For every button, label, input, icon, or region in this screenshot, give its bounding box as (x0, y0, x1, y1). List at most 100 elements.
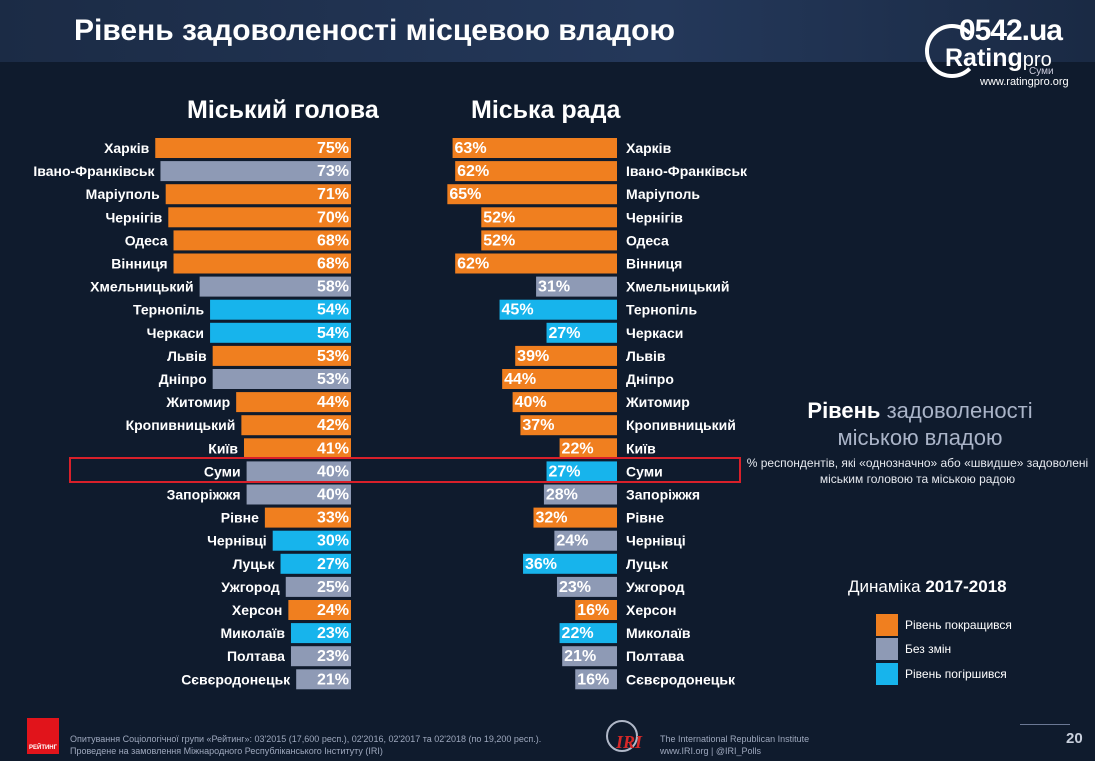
value-label-mayor: 44% (317, 394, 349, 411)
value-label-council: 62% (457, 163, 489, 180)
bar-council (515, 345, 617, 366)
bar-council (447, 184, 617, 205)
bar-mayor (241, 415, 351, 436)
logo-city: Суми (1029, 66, 1054, 77)
logo-number: 0542.ua (958, 14, 1063, 47)
legend-label-improved: Рівень покращився (905, 618, 1012, 632)
bar-council (455, 161, 617, 182)
city-label-right: Харків (626, 140, 672, 156)
bar-mayor (280, 553, 351, 574)
city-label-right: Маріуполь (626, 186, 700, 202)
panel-title-council: Міська рада (471, 96, 621, 124)
value-label-mayor: 54% (317, 302, 349, 319)
bar-mayor (288, 600, 351, 620)
bar-council (559, 623, 617, 644)
value-label-mayor: 25% (317, 579, 349, 596)
city-label-right: Вінниця (626, 256, 682, 272)
value-label-mayor: 24% (317, 602, 349, 619)
legend-title: Рівень задоволеності міською владою (807, 398, 1033, 450)
value-label-mayor: 23% (317, 625, 349, 642)
bar-council (536, 276, 617, 297)
value-label-mayor: 68% (317, 256, 349, 273)
legend-swatch-worsened (876, 663, 898, 685)
value-label-mayor: 42% (317, 417, 349, 434)
dynamics-title: Динаміка 2017-2018 (848, 577, 1007, 596)
value-label-council: 21% (564, 648, 596, 665)
value-label-council: 65% (449, 186, 481, 203)
city-label-right: Суми (626, 463, 663, 479)
city-label-right: Черкаси (626, 325, 683, 341)
value-label-council: 52% (483, 232, 515, 249)
value-label-council: 28% (546, 487, 578, 504)
bar-mayor (173, 230, 351, 251)
city-label-right: Житомир (625, 394, 690, 410)
bar-mayor (290, 646, 351, 667)
city-label-left: Запоріжжя (167, 487, 241, 503)
city-label-left: Львів (167, 348, 207, 364)
value-label-mayor: 68% (317, 232, 349, 249)
value-label-council: 16% (577, 671, 609, 688)
highlight-sumy-box (69, 457, 741, 483)
value-label-mayor: 73% (317, 163, 349, 180)
value-label-council: 16% (577, 602, 609, 619)
value-label-council: 37% (522, 417, 554, 434)
logo-brand: Ratingpro (945, 44, 1052, 72)
value-label-council: 52% (483, 209, 515, 226)
value-label-mayor: 30% (317, 533, 349, 550)
bar-council (554, 530, 617, 551)
bar-mayor (264, 507, 351, 528)
bar-mayor (160, 161, 351, 182)
value-label-council: 31% (538, 279, 570, 296)
value-label-council: 40% (515, 394, 547, 411)
city-label-right: Хмельницький (626, 279, 729, 295)
value-label-mayor: 40% (317, 487, 349, 504)
bar-mayor (285, 576, 351, 597)
city-label-right: Чернівці (626, 533, 686, 549)
bar-council (533, 507, 617, 528)
city-label-left: Херсон (232, 602, 282, 618)
legend-item-worsened: Рівень погіршився (876, 663, 1095, 685)
value-label-council: 44% (504, 371, 536, 388)
bar-mayor (246, 461, 351, 482)
city-label-left: Луцьк (233, 556, 276, 572)
city-label-right: Івано-Франківськ (626, 163, 748, 179)
value-label-mayor: 54% (317, 325, 349, 342)
iri-text: The International Republican Institute w… (660, 734, 810, 756)
city-label-left: Харків (104, 140, 150, 156)
city-label-right: Луцьк (626, 556, 669, 572)
city-label-left: Київ (208, 440, 238, 456)
bar-mayor (290, 623, 351, 644)
rating-logo: РЕЙТИНГ (27, 718, 59, 754)
bar-mayor (296, 669, 351, 690)
value-label-mayor: 70% (317, 209, 349, 226)
logo-url: www.ratingpro.org (980, 76, 1069, 88)
bar-mayor (165, 184, 351, 205)
bar-council (455, 253, 617, 274)
value-label-council: 36% (525, 556, 557, 573)
value-label-mayor: 53% (317, 371, 349, 388)
value-label-mayor: 75% (317, 140, 349, 157)
bar-mayor (243, 438, 351, 459)
city-label-right: Львів (626, 348, 666, 364)
bar-mayor (199, 276, 351, 297)
bar-mayor (168, 207, 351, 228)
city-label-right: Одеса (626, 232, 669, 248)
value-label-mayor: 33% (317, 510, 349, 527)
value-label-council: 24% (556, 533, 588, 550)
bar-mayor (246, 484, 351, 505)
value-label-mayor: 41% (317, 440, 349, 457)
city-label-left: Хмельницький (90, 279, 193, 295)
value-label-mayor: 53% (317, 348, 349, 365)
header-bar (0, 0, 1095, 62)
bar-council (452, 138, 617, 158)
city-label-left: Рівне (221, 510, 259, 526)
page-number: 20 (1066, 730, 1083, 747)
city-label-left: Черкаси (147, 325, 204, 341)
city-label-right: Полтава (626, 648, 684, 664)
bar-council (523, 553, 617, 574)
bar-mayor (210, 322, 351, 343)
city-label-left: Полтава (227, 648, 285, 664)
legend-label-no-change: Без змін (905, 642, 952, 656)
value-label-council: 62% (457, 256, 489, 273)
